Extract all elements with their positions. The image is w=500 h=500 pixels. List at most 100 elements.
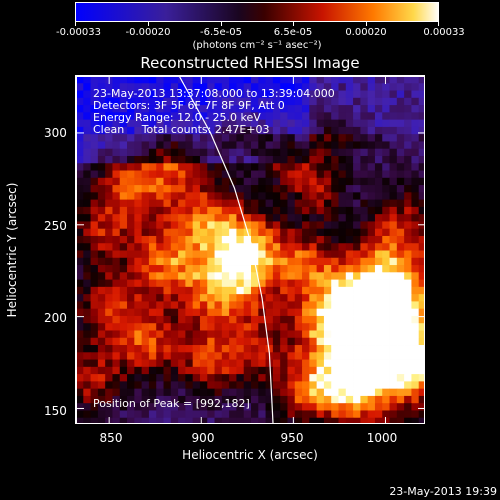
heatmap-cell [309, 243, 318, 251]
heatmap-cell [148, 337, 157, 346]
heatmap-cell [294, 141, 303, 150]
heatmap-cell [411, 105, 420, 113]
heatmap-cell [236, 177, 245, 186]
heatmap-cell [353, 199, 361, 208]
heatmap-cell [280, 76, 288, 84]
heatmap-cell [76, 148, 84, 157]
heatmap-cell [316, 345, 325, 353]
heatmap-cell [338, 410, 347, 419]
heatmap-cell [353, 221, 361, 230]
heatmap-cell [170, 199, 179, 208]
heatmap-cell [207, 192, 215, 200]
heatmap-cell [382, 315, 390, 324]
heatmap-cell [185, 417, 194, 423]
heatmap-cell [338, 83, 347, 91]
heatmap-cell [199, 308, 208, 317]
heatmap-cell [382, 337, 390, 346]
heatmap-cell [411, 221, 420, 230]
heatmap-cell [258, 337, 266, 346]
heatmap-cell [214, 206, 223, 215]
heatmap-cell [396, 250, 405, 259]
heatmap-cell [192, 388, 201, 397]
heatmap-cell [360, 286, 369, 295]
heatmap-cell [83, 105, 91, 113]
heatmap-cell [83, 374, 91, 382]
heatmap-cell [170, 301, 179, 310]
heatmap-cell [170, 83, 179, 91]
heatmap-cell [309, 417, 318, 423]
heatmap-cell [105, 381, 113, 390]
heatmap-cell [97, 272, 106, 280]
heatmap-cell [192, 286, 201, 295]
heatmap-cell [287, 366, 296, 375]
heatmap-cell [243, 381, 252, 390]
heatmap-cell [251, 272, 259, 280]
heatmap-cell [396, 97, 405, 106]
heatmap-cell [236, 192, 245, 200]
heatmap-cell [214, 417, 223, 423]
heatmap-cell [294, 250, 303, 259]
heatmap-cell [309, 148, 318, 157]
heatmap-cell [156, 228, 164, 237]
heatmap-cell [345, 352, 354, 360]
heatmap-cell [178, 308, 186, 317]
heatmap-cell [229, 228, 237, 237]
heatmap-cell [404, 163, 412, 171]
heatmap-cell [382, 112, 390, 121]
heatmap-cell [90, 330, 99, 339]
heatmap-cell [411, 148, 420, 157]
heatmap-cell [156, 301, 164, 310]
heatmap-cell [280, 221, 288, 230]
heatmap-cell [163, 119, 172, 128]
heatmap-cell [316, 417, 325, 423]
heatmap-cell [199, 417, 208, 423]
heatmap-cell [192, 403, 201, 411]
heatmap-cell [170, 330, 179, 339]
heatmap-cell [112, 250, 121, 259]
heatmap-cell [134, 83, 143, 91]
heatmap-cell [207, 279, 215, 288]
heatmap-cell [382, 359, 390, 368]
heatmap-cell [389, 403, 398, 411]
heatmap-cell [367, 337, 376, 346]
heatmap-cell [76, 301, 84, 310]
heatmap-cell [229, 330, 237, 339]
heatmap-cell [309, 352, 318, 360]
heatmap-cell [141, 265, 150, 273]
heatmap-cell [323, 345, 332, 353]
heatmap-cell [360, 134, 369, 142]
heatmap-cell [243, 374, 252, 382]
heatmap-cell [170, 170, 179, 179]
heatmap-cell [287, 170, 296, 179]
heatmap-cell [389, 265, 398, 273]
heatmap-cell [105, 221, 113, 230]
heatmap-cell [265, 395, 274, 404]
heatmap-cell [272, 374, 281, 382]
heatmap-cell [83, 388, 91, 397]
heatmap-cell [418, 301, 424, 310]
heatmap-cell [374, 257, 383, 266]
heatmap-cell [141, 294, 150, 302]
heatmap-cell [396, 90, 405, 99]
heatmap-cell [76, 119, 84, 128]
heatmap-cell [76, 417, 84, 423]
heatmap-cell [97, 221, 106, 230]
heatmap-cell [272, 366, 281, 375]
heatmap-cell [418, 388, 424, 397]
heatmap-cell [148, 286, 157, 295]
heatmap-cell [156, 83, 164, 91]
heatmap-cell [360, 221, 369, 230]
heatmap-cell [258, 141, 266, 150]
heatmap-cell [404, 119, 412, 128]
heatmap-cell [251, 345, 259, 353]
heatmap-cell [207, 243, 215, 251]
heatmap-cell [199, 323, 208, 331]
heatmap-cell [265, 221, 274, 230]
heatmap-cell [214, 286, 223, 295]
heatmap-cell [294, 301, 303, 310]
heatmap-cell [404, 265, 412, 273]
heatmap-cell [105, 97, 113, 106]
heatmap-cell [119, 315, 128, 324]
heatmap-cell [418, 352, 424, 360]
heatmap-cell [112, 170, 121, 179]
